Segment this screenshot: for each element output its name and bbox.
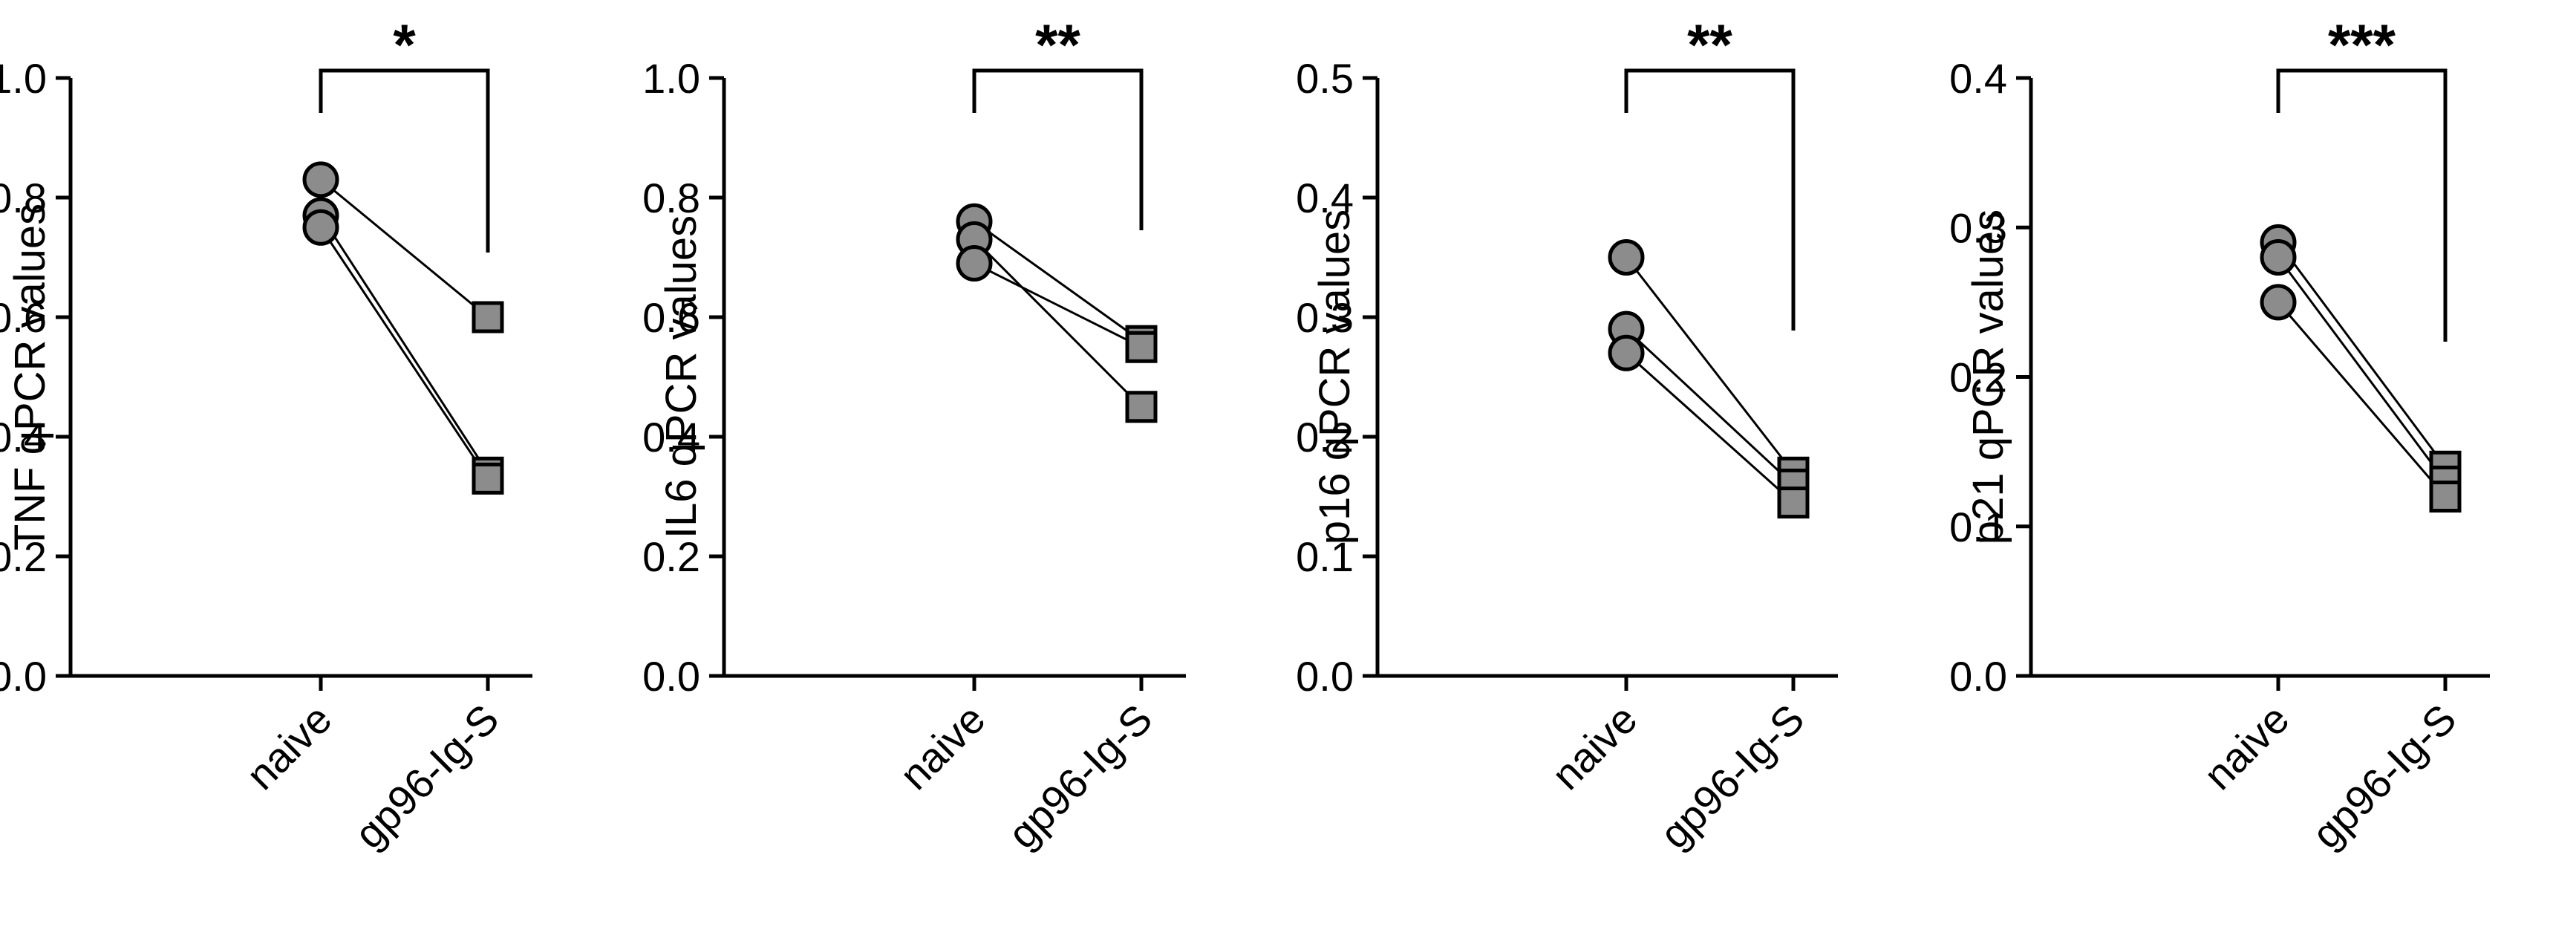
y-tick-label: 0.3 bbox=[1296, 294, 1354, 341]
y-tick-label: 0.6 bbox=[0, 294, 47, 341]
paired-line bbox=[973, 238, 1143, 408]
x-category-label: gp96-Ig-S bbox=[1651, 695, 1813, 857]
y-tick-label: 0.1 bbox=[1949, 504, 2007, 550]
significance-label: ** bbox=[1687, 12, 1732, 77]
x-category-label: gp96-Ig-S bbox=[999, 695, 1161, 857]
paired-line bbox=[2277, 241, 2447, 468]
naive-point bbox=[2260, 284, 2297, 321]
treated-point bbox=[472, 301, 504, 334]
x-category-label: gp96-Ig-S bbox=[2303, 695, 2465, 857]
y-tick-label: 0.5 bbox=[1296, 55, 1354, 102]
x-category-label: gp96-Ig-S bbox=[345, 695, 507, 857]
paired-line bbox=[1625, 328, 1795, 486]
panel-p16: 0.0 0.1 0.2 0.3 0.4 0.5 p16 qPCR values naive gp… bbox=[1296, 12, 1838, 857]
x-category-label: naive bbox=[1542, 695, 1646, 798]
treated-point bbox=[1777, 487, 1810, 519]
panel-p21: 0.0 0.1 0.2 0.3 0.4 p21 qPCR values naive gp96-… bbox=[1949, 12, 2490, 857]
naive-point bbox=[302, 161, 339, 198]
naive-point bbox=[302, 209, 339, 246]
significance-label: * bbox=[393, 12, 416, 77]
y-tick-label: 0.6 bbox=[642, 294, 700, 341]
y-tick-label: 0.1 bbox=[1296, 533, 1354, 580]
paired-line bbox=[2277, 256, 2447, 483]
paired-line bbox=[974, 220, 1142, 342]
treated-point bbox=[1125, 391, 1158, 423]
paired-line bbox=[319, 227, 489, 480]
y-tick-label: 0.8 bbox=[0, 175, 47, 221]
x-category-label: naive bbox=[2194, 695, 2298, 798]
paired-line bbox=[319, 215, 489, 474]
significance-label: *** bbox=[2328, 12, 2396, 77]
significance-bracket bbox=[319, 68, 490, 253]
significance-bracket bbox=[972, 68, 1144, 230]
y-tick-label: 0.2 bbox=[642, 533, 700, 580]
naive-point bbox=[1608, 239, 1645, 276]
naive-point bbox=[2260, 239, 2297, 276]
y-tick-label: 0.0 bbox=[0, 653, 47, 700]
y-axis-label: IL6 qPCR values bbox=[657, 215, 705, 539]
x-category-label: naive bbox=[890, 695, 994, 798]
panel-il6: 0.0 0.2 0.4 0.6 0.8 1.0 IL6 qPCR values naive gp… bbox=[642, 12, 1186, 857]
y-tick-label: 0.4 bbox=[1296, 175, 1354, 221]
y-tick-label: 0.2 bbox=[1949, 354, 2007, 401]
y-axis-label: TNF qPCR values bbox=[6, 204, 54, 550]
y-tick-label: 0.2 bbox=[0, 533, 47, 580]
y-tick-label: 0.3 bbox=[1949, 204, 2007, 251]
y-tick-label: 0.8 bbox=[642, 175, 700, 221]
significance-bracket bbox=[2276, 68, 2448, 342]
y-tick-label: 1.0 bbox=[642, 55, 700, 102]
paired-line bbox=[2277, 301, 2447, 498]
y-axis-label: p16 qPCR values bbox=[1311, 209, 1359, 544]
y-tick-label: 0.4 bbox=[642, 414, 700, 461]
paired-line bbox=[320, 178, 489, 319]
paired-line bbox=[1625, 256, 1795, 474]
x-category-label: naive bbox=[237, 695, 340, 798]
y-tick-label: 0.4 bbox=[0, 414, 47, 461]
y-tick-label: 0.4 bbox=[1949, 55, 2007, 102]
y-tick-label: 0.0 bbox=[642, 653, 700, 700]
y-tick-label: 1.0 bbox=[0, 55, 47, 102]
treated-point bbox=[2429, 481, 2462, 513]
treated-point bbox=[1125, 331, 1158, 363]
y-tick-label: 0.0 bbox=[1296, 653, 1354, 700]
paired-line bbox=[1625, 352, 1795, 504]
naive-point bbox=[1608, 334, 1645, 371]
y-tick-label: 0.0 bbox=[1949, 653, 2007, 700]
significance-bracket bbox=[1624, 68, 1796, 331]
paired-line bbox=[974, 262, 1142, 348]
y-tick-label: 0.2 bbox=[1296, 414, 1354, 461]
panel-tnf: 0.0 0.2 0.4 0.6 0.8 1.0 TNF qPCR values naive gp… bbox=[0, 12, 532, 857]
naive-point bbox=[956, 245, 993, 282]
significance-label: ** bbox=[1035, 12, 1080, 77]
treated-point bbox=[472, 462, 504, 495]
y-axis-label: p21 qPCR values bbox=[1964, 209, 2012, 544]
